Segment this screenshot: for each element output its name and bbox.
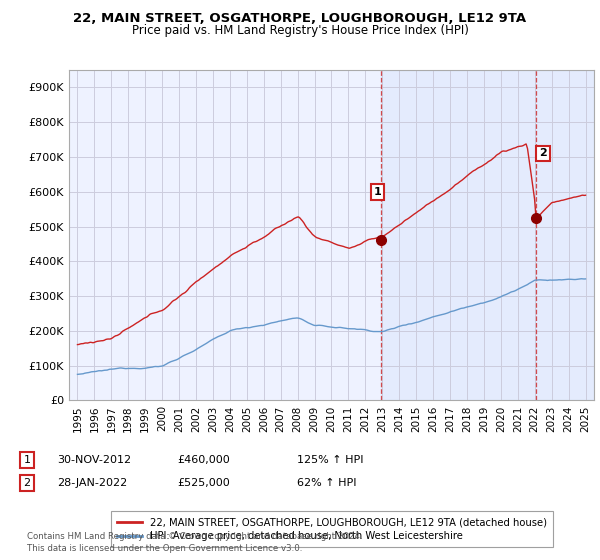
Text: Price paid vs. HM Land Registry's House Price Index (HPI): Price paid vs. HM Land Registry's House …	[131, 24, 469, 36]
Text: 1: 1	[374, 186, 382, 197]
Bar	[381, 70, 594, 400]
Legend: 22, MAIN STREET, OSGATHORPE, LOUGHBOROUGH, LE12 9TA (detached house), HPI: Avera: 22, MAIN STREET, OSGATHORPE, LOUGHBOROUG…	[110, 511, 553, 547]
Text: £460,000: £460,000	[177, 455, 230, 465]
Text: 1: 1	[23, 455, 31, 465]
Text: 30-NOV-2012: 30-NOV-2012	[57, 455, 131, 465]
Text: 2: 2	[539, 148, 547, 158]
Text: £525,000: £525,000	[177, 478, 230, 488]
Text: 125% ↑ HPI: 125% ↑ HPI	[297, 455, 364, 465]
Text: Contains HM Land Registry data © Crown copyright and database right 2024.
This d: Contains HM Land Registry data © Crown c…	[27, 533, 362, 553]
Text: 22, MAIN STREET, OSGATHORPE, LOUGHBOROUGH, LE12 9TA: 22, MAIN STREET, OSGATHORPE, LOUGHBOROUG…	[73, 12, 527, 25]
Text: 62% ↑ HPI: 62% ↑ HPI	[297, 478, 356, 488]
Text: 2: 2	[23, 478, 31, 488]
Text: 28-JAN-2022: 28-JAN-2022	[57, 478, 127, 488]
